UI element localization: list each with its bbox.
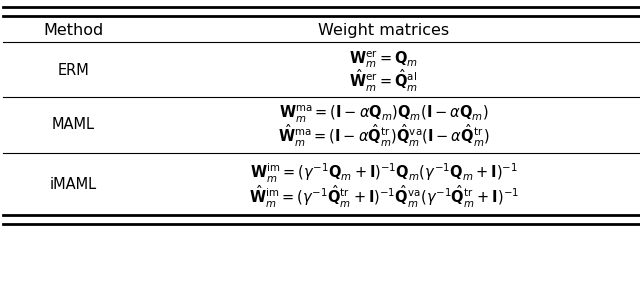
Text: MAML: MAML bbox=[52, 118, 95, 132]
Text: $\hat{\mathbf{W}}_m^{\mathrm{im}} = (\gamma^{-1}\hat{\mathbf{Q}}_m^{\mathrm{tr}}: $\hat{\mathbf{W}}_m^{\mathrm{im}} = (\ga… bbox=[249, 183, 519, 210]
Text: $\hat{\mathbf{W}}_m^{\mathrm{ma}} = (\mathbf{I} - \alpha\hat{\mathbf{Q}}_m^{\mat: $\hat{\mathbf{W}}_m^{\mathrm{ma}} = (\ma… bbox=[278, 123, 490, 149]
Text: ERM: ERM bbox=[58, 63, 90, 77]
Text: Method: Method bbox=[44, 23, 104, 38]
Text: $\mathbf{W}_m^{\mathrm{ma}} = (\mathbf{I} - \alpha\mathbf{Q}_m)\mathbf{Q}_m(\mat: $\mathbf{W}_m^{\mathrm{ma}} = (\mathbf{I… bbox=[279, 103, 489, 125]
Text: $\hat{\mathbf{W}}_m^{\mathrm{er}} = \hat{\mathbf{Q}}_m^{\mathrm{al}}$: $\hat{\mathbf{W}}_m^{\mathrm{er}} = \hat… bbox=[349, 68, 419, 94]
Text: $\mathbf{W}_m^{\mathrm{er}} = \mathbf{Q}_m$: $\mathbf{W}_m^{\mathrm{er}} = \mathbf{Q}… bbox=[349, 48, 419, 70]
Text: Weight matrices: Weight matrices bbox=[319, 23, 449, 38]
Text: $\mathbf{W}_m^{\mathrm{im}} = (\gamma^{-1}\mathbf{Q}_m + \mathbf{I})^{-1}\mathbf: $\mathbf{W}_m^{\mathrm{im}} = (\gamma^{-… bbox=[250, 162, 518, 185]
Text: iMAML: iMAML bbox=[50, 177, 97, 192]
